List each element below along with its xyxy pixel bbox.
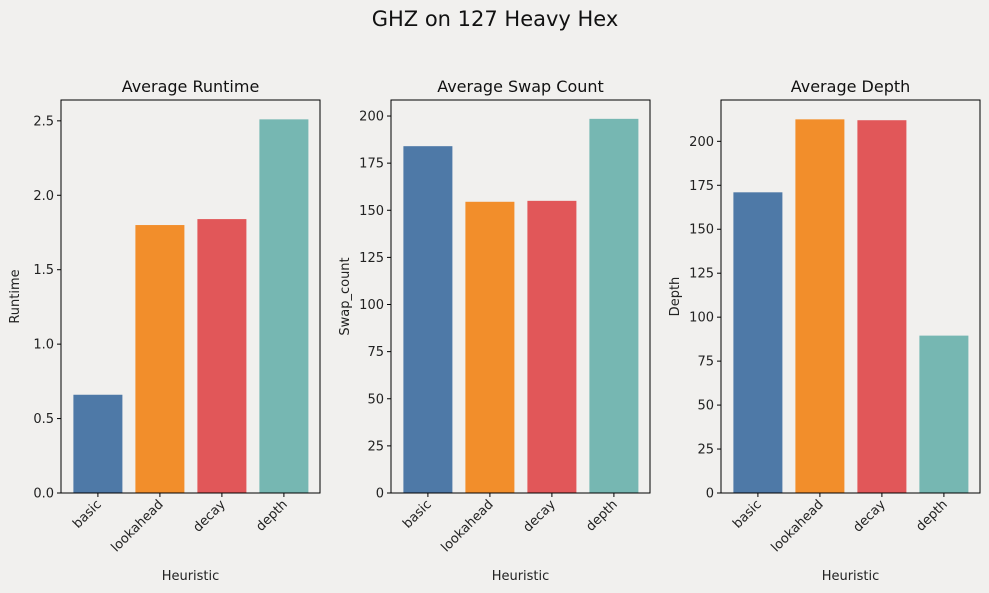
x-tick-label: depth [253, 497, 290, 534]
bar-decay [857, 120, 907, 494]
x-tick-label: decay [851, 497, 889, 535]
y-tick-label: 200 [359, 110, 384, 125]
bar-lookahead [465, 201, 515, 493]
y-tick-label: 125 [359, 251, 384, 266]
y-tick-label: 150 [689, 223, 714, 238]
x-tick-label: basic [730, 497, 764, 531]
y-tick-label: 0 [706, 487, 714, 502]
x-tick-label: decay [191, 497, 229, 535]
chart-title: Average Runtime [122, 77, 260, 96]
axes-frame [390, 99, 651, 494]
y-tick-label: 100 [689, 311, 714, 326]
bar-lookahead [135, 225, 185, 493]
y-tick-label: 1.5 [33, 263, 54, 278]
x-axis-label: Heuristic [822, 569, 880, 584]
x-tick-label: basic [400, 497, 434, 531]
y-tick-label: 50 [367, 392, 384, 407]
y-tick-label: 25 [697, 443, 714, 458]
y-tick-label: 150 [359, 204, 384, 219]
y-axis-label: Runtime [8, 269, 23, 323]
y-tick-label: 2.0 [33, 189, 54, 204]
bar-basic [403, 146, 453, 493]
x-tick-label: lookahead [109, 497, 167, 555]
y-tick-label: 0.0 [33, 487, 54, 502]
x-tick-label: decay [521, 497, 559, 535]
bar-depth [259, 119, 309, 494]
bar-basic [73, 394, 123, 493]
axes-frame [720, 99, 981, 494]
y-tick-label: 75 [697, 355, 714, 370]
axes-frame [60, 99, 321, 494]
y-tick-label: 0.5 [33, 412, 54, 427]
chart-panel-3: 0 25 50 75 100 125 150 175 200 basic lookahead deca… [668, 77, 981, 584]
bar-decay [527, 200, 577, 493]
y-tick-label: 200 [689, 135, 714, 150]
y-tick-label: 175 [689, 179, 714, 194]
y-tick-label: 1.0 [33, 338, 54, 353]
x-axis-label: Heuristic [492, 569, 550, 584]
y-tick-label: 25 [367, 439, 384, 454]
chart-title: Average Depth [791, 77, 911, 96]
y-tick-label: 2.5 [33, 114, 54, 129]
x-tick-label: depth [913, 497, 950, 534]
y-axis-label: Swap_count [338, 257, 353, 335]
figure-title: GHZ on 127 Heavy Hex [372, 7, 619, 31]
bar-depth [589, 118, 639, 493]
y-tick-label: 125 [689, 267, 714, 282]
y-tick-label: 175 [359, 157, 384, 172]
bar-decay [197, 219, 247, 493]
x-axis-label: Heuristic [162, 569, 220, 584]
chart-panel-2: 0 25 50 75 100 125 150 175 200 basic lookahead deca… [338, 77, 651, 584]
chart-title: Average Swap Count [437, 77, 604, 96]
y-tick-label: 75 [367, 345, 384, 360]
y-tick-label: 100 [359, 298, 384, 313]
y-axis-label: Depth [668, 277, 683, 317]
chart-panel-1: 0.0 0.5 1.0 1.5 2.0 2.5 basic lookahead decay dep… [8, 77, 321, 584]
bar-lookahead [795, 119, 845, 493]
x-tick-label: lookahead [439, 497, 497, 555]
x-tick-label: lookahead [769, 497, 827, 555]
y-tick-label: 50 [697, 399, 714, 414]
bar-basic [733, 192, 783, 493]
y-tick-label: 0 [376, 487, 384, 502]
x-tick-label: basic [70, 497, 104, 531]
x-tick-label: depth [583, 497, 620, 534]
bar-depth [919, 335, 969, 493]
